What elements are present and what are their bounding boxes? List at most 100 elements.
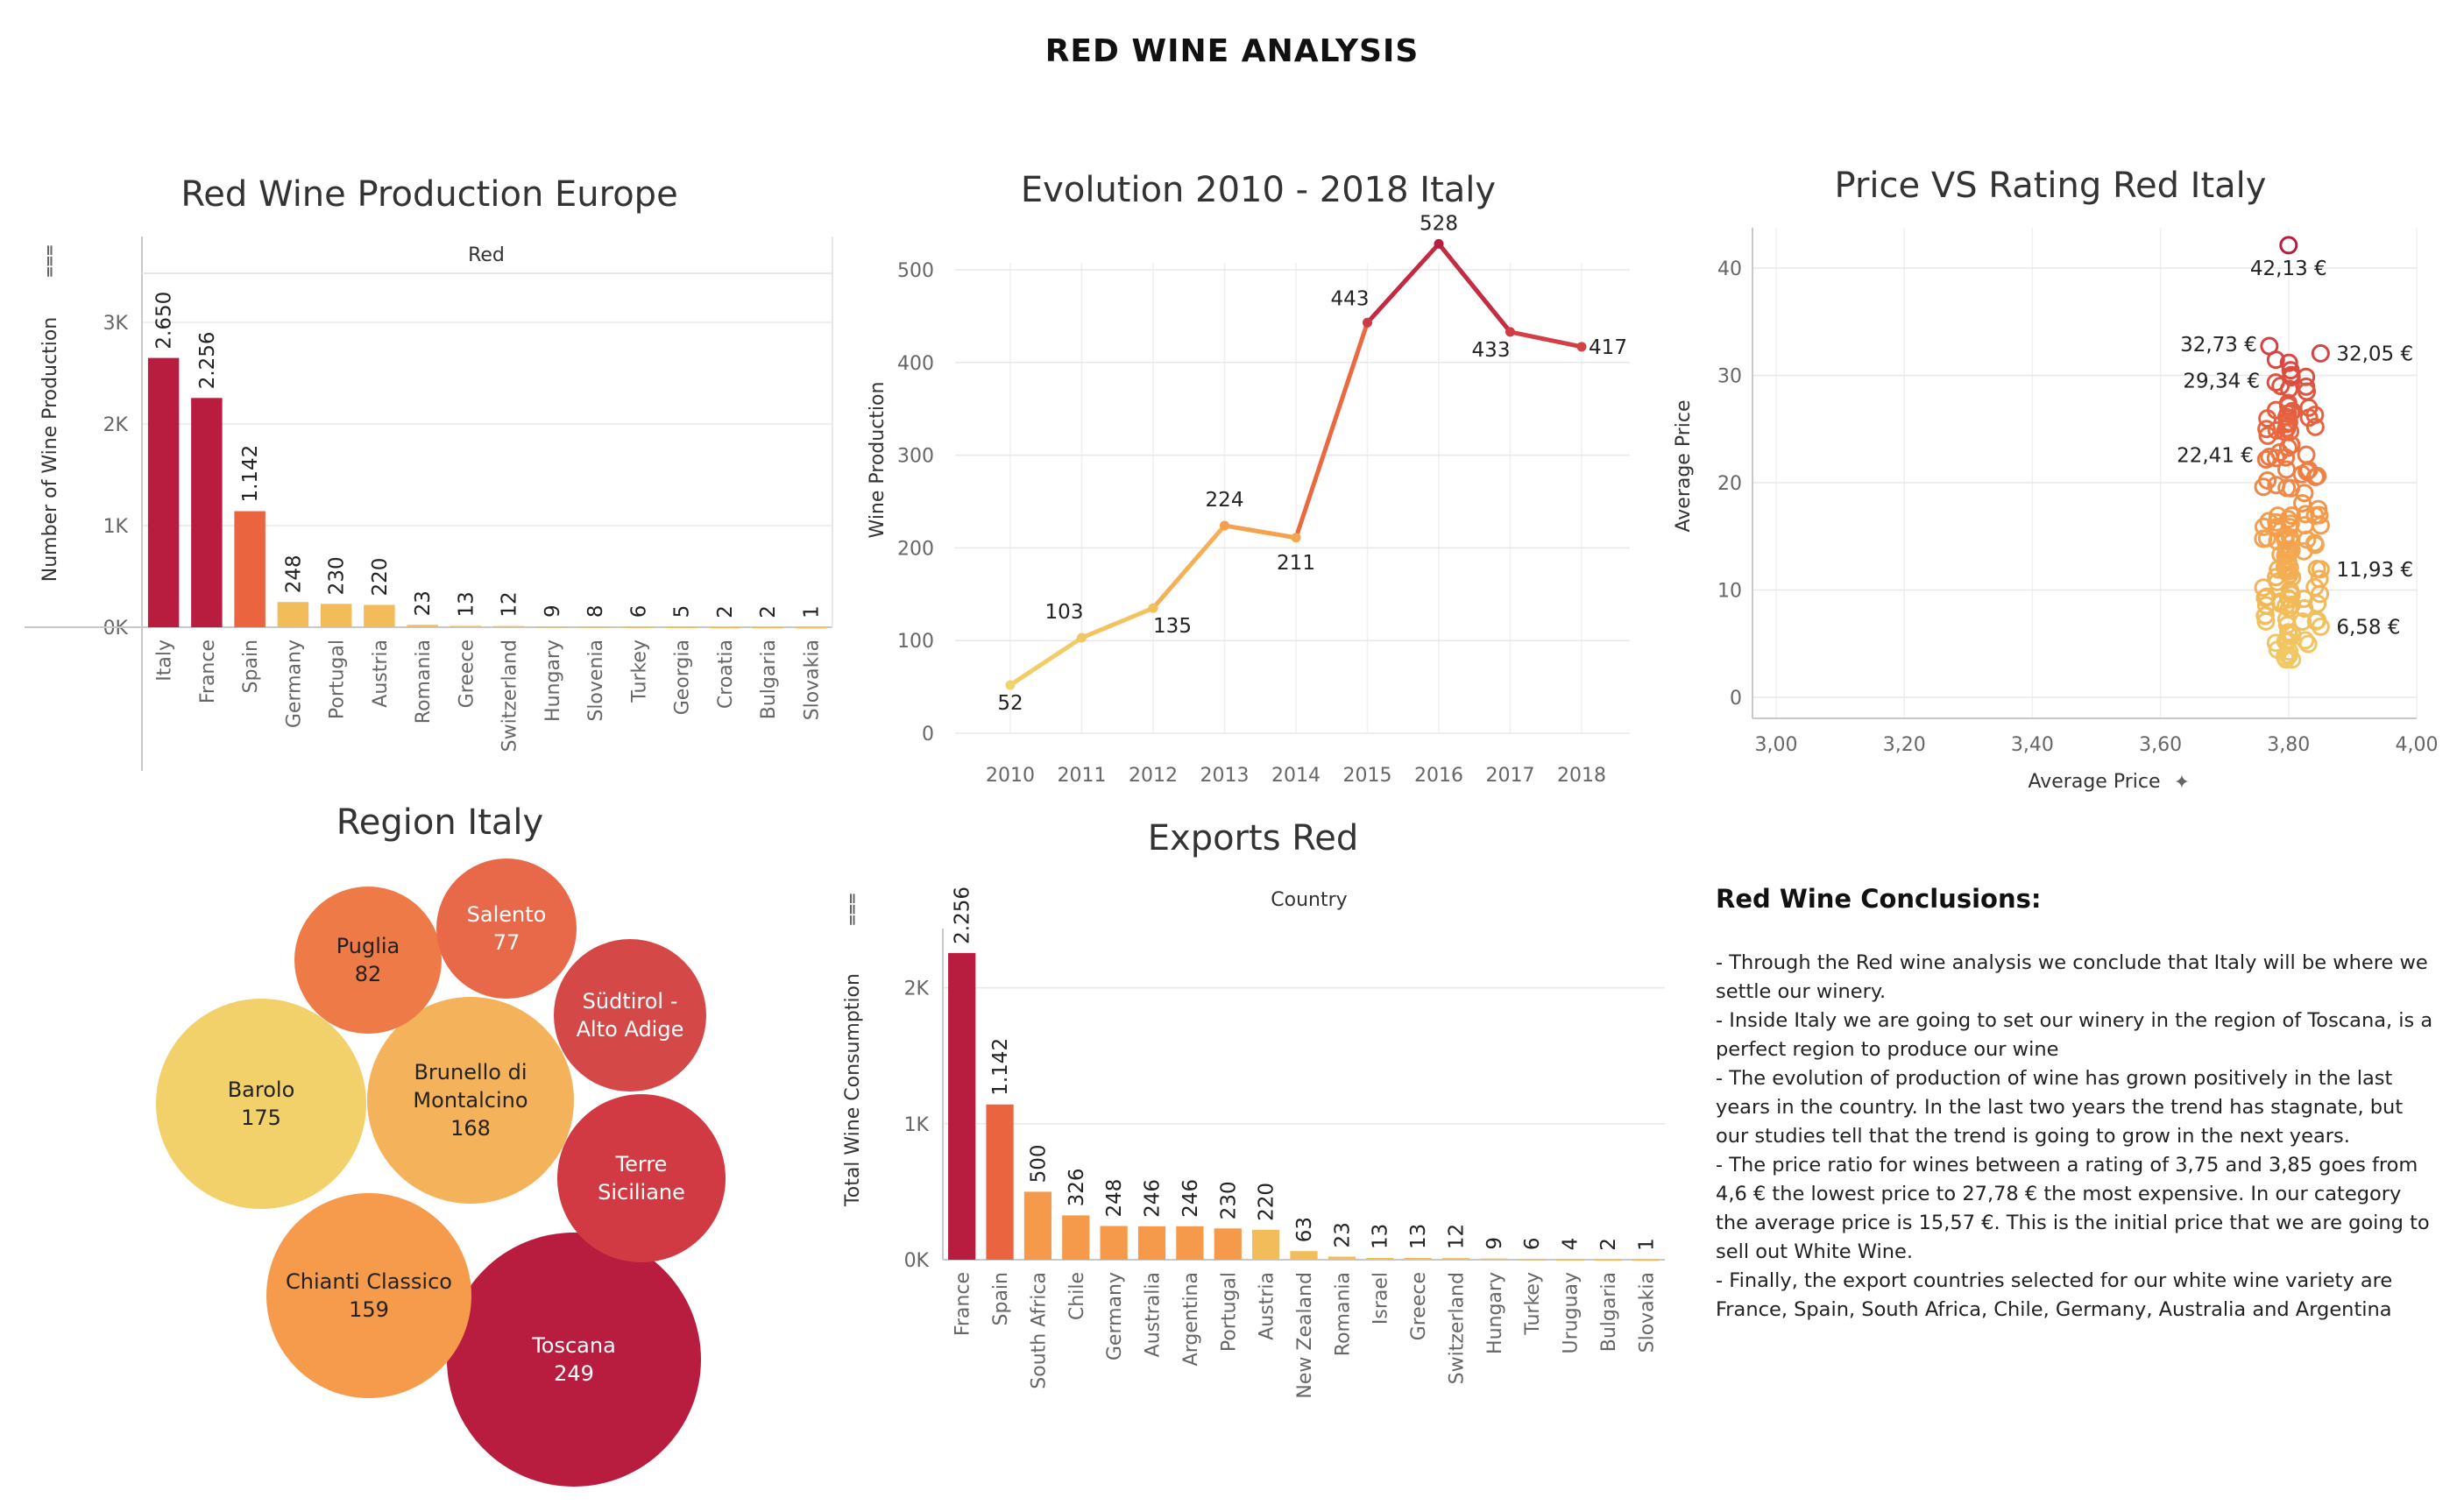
data-label: 1.142 (989, 1038, 1012, 1096)
bar (1441, 1258, 1470, 1260)
scatter-point (2269, 560, 2288, 579)
bar (450, 625, 482, 627)
scatter-point (2296, 505, 2315, 524)
bar (665, 626, 697, 628)
line-point (1220, 520, 1229, 531)
y-tick-label: 1K (103, 516, 129, 538)
bar (320, 604, 352, 627)
bar (1518, 1259, 1546, 1261)
bar (1555, 1259, 1584, 1261)
x-tick-label: Slovakia (801, 639, 823, 720)
x-tick-label: Romania (413, 639, 435, 724)
bar (622, 626, 655, 628)
line-point (1363, 317, 1372, 328)
bar (234, 511, 266, 627)
scatter-point (2298, 634, 2318, 654)
scatter-point (2271, 377, 2291, 396)
bar (1062, 1215, 1090, 1260)
chart-title: Price VS Rating Red Italy (1835, 166, 2267, 206)
column-header: Red (468, 244, 505, 266)
scatter-point (2305, 535, 2325, 555)
production-chart-panel: Red Wine Production Europe Red 0K 1K 2K 3K Num… (0, 158, 859, 788)
scatter-point (2254, 578, 2273, 597)
bar (1404, 1257, 1432, 1260)
line-segment (1222, 523, 1299, 541)
bar (1176, 1226, 1204, 1260)
scatter-point (2258, 426, 2277, 445)
bar (795, 626, 827, 629)
bar (1214, 1228, 1242, 1260)
exports-bar-chart: Exports Red Country 0K 1K 2K Total Wine Consu… (840, 818, 1665, 1399)
dashboard-title: RED WINE ANALYSIS (1044, 33, 1420, 69)
data-label: 5 (671, 605, 694, 618)
x-tick-label: Turkey (628, 639, 650, 703)
y-tick-label: 10 (1717, 581, 1742, 603)
conclusion-line: - Finally, the export countries selected… (1716, 1269, 2393, 1321)
x-tick-label: Australia (1143, 1272, 1165, 1357)
scatter-point (2269, 519, 2288, 538)
data-label: 230 (326, 556, 349, 595)
x-tick-label: Slovakia (1636, 1272, 1658, 1353)
y-tick-label: 2K (904, 979, 930, 1000)
scatter-point (2266, 373, 2285, 392)
scatter-point (2260, 447, 2279, 466)
region-bubble-chart: Region Italy Toscana 249 Barolo 175 Brunello … (156, 802, 726, 1487)
bar (191, 398, 223, 627)
x-tick-label: 2010 (986, 765, 1035, 787)
line-segment (1293, 320, 1370, 541)
data-label: 23 (412, 590, 435, 616)
x-tick-label: Greece (456, 639, 478, 708)
production-bar-chart: Red Wine Production Europe Red 0K 1K 2K 3K Num… (25, 174, 833, 771)
scatter-point (2277, 414, 2297, 434)
data-label: 2.256 (196, 331, 219, 389)
line-segment (1508, 329, 1584, 350)
x-tick-label: 2014 (1271, 765, 1321, 787)
scatter-point (2283, 650, 2302, 669)
data-label: 433 (1472, 339, 1511, 362)
bubble-label: 168 (450, 1116, 491, 1141)
x-tick-label: Switzerland (499, 639, 521, 752)
scatter-point (2283, 625, 2302, 645)
x-tick-label: Switzerland (1446, 1272, 1468, 1384)
bar (407, 625, 438, 627)
scatter-point (2268, 506, 2287, 526)
y-tick-label: 0 (922, 724, 934, 745)
data-label: 9 (1483, 1237, 1506, 1250)
bar (1480, 1258, 1508, 1261)
x-tick-label: Portugal (1218, 1272, 1240, 1352)
data-label: 23 (1331, 1222, 1354, 1247)
bubble-label: 77 (493, 930, 520, 955)
data-label: 220 (1256, 1183, 1278, 1221)
data-label: 103 (1045, 601, 1084, 624)
bubble-label: 175 (241, 1106, 281, 1130)
scatter-point (2276, 460, 2296, 479)
data-label: 443 (1331, 287, 1370, 310)
y-tick-label: 300 (897, 446, 934, 468)
bubble (447, 1233, 701, 1487)
conclusion-line: - The evolution of production of wine ha… (1716, 1067, 2404, 1148)
data-label: 2 (714, 605, 737, 618)
bubble-label: Terre (615, 1152, 668, 1176)
scatter-point (2266, 449, 2285, 468)
scatter-point (2255, 605, 2275, 625)
scatter-point (2295, 516, 2314, 535)
x-tick-label: Hungary (1484, 1272, 1506, 1354)
data-label: 246 (1142, 1179, 1165, 1218)
data-label: 224 (1206, 489, 1244, 512)
data-label: 2 (757, 605, 780, 618)
x-tick-label: 3,80 (2267, 734, 2310, 756)
x-tick-label: 3,60 (2139, 734, 2182, 756)
bar (948, 952, 976, 1260)
y-tick-label: 100 (897, 631, 934, 653)
x-tick-label: South Africa (1028, 1272, 1050, 1389)
bubble-label: Puglia (336, 934, 400, 958)
scatter-point (2311, 343, 2330, 363)
y-tick-label: 200 (897, 538, 934, 560)
line-point (1148, 603, 1158, 613)
x-tick-label: Croatia (715, 639, 737, 709)
data-label: 2 (1597, 1238, 1620, 1251)
x-tick-label: Austria (370, 639, 392, 708)
bar (536, 625, 568, 628)
line-point (1291, 533, 1301, 543)
bubble-label: Barolo (228, 1078, 295, 1102)
